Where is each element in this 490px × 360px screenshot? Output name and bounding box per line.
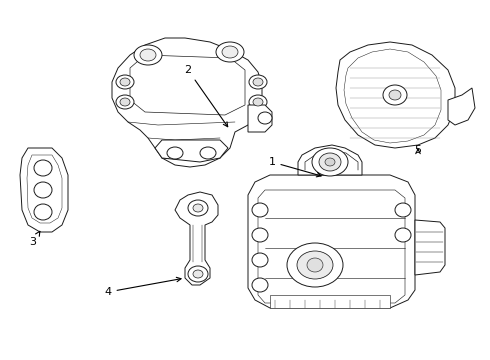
- Polygon shape: [27, 155, 62, 223]
- Polygon shape: [415, 220, 445, 275]
- Polygon shape: [336, 42, 455, 148]
- Ellipse shape: [193, 270, 203, 278]
- Polygon shape: [248, 175, 415, 308]
- Ellipse shape: [134, 45, 162, 65]
- Ellipse shape: [116, 95, 134, 109]
- Polygon shape: [270, 295, 390, 308]
- Polygon shape: [448, 88, 475, 125]
- Ellipse shape: [252, 253, 268, 267]
- Ellipse shape: [325, 158, 335, 166]
- Text: 2: 2: [184, 65, 228, 127]
- Ellipse shape: [222, 46, 238, 58]
- Ellipse shape: [200, 147, 216, 159]
- Polygon shape: [298, 145, 362, 175]
- Polygon shape: [155, 140, 228, 162]
- Ellipse shape: [307, 258, 323, 272]
- Ellipse shape: [253, 98, 263, 106]
- Polygon shape: [112, 38, 262, 167]
- Ellipse shape: [188, 200, 208, 216]
- Ellipse shape: [252, 228, 268, 242]
- Text: 3: 3: [29, 231, 40, 247]
- Polygon shape: [175, 192, 218, 285]
- Ellipse shape: [319, 153, 341, 171]
- Ellipse shape: [252, 278, 268, 292]
- Ellipse shape: [193, 204, 203, 212]
- Polygon shape: [344, 49, 441, 143]
- Ellipse shape: [34, 204, 52, 220]
- Ellipse shape: [252, 203, 268, 217]
- Text: 5: 5: [415, 145, 421, 155]
- Ellipse shape: [140, 49, 156, 61]
- Ellipse shape: [120, 98, 130, 106]
- Ellipse shape: [389, 90, 401, 100]
- Ellipse shape: [249, 75, 267, 89]
- Ellipse shape: [258, 112, 272, 124]
- Polygon shape: [258, 190, 405, 303]
- Ellipse shape: [34, 182, 52, 198]
- Ellipse shape: [395, 228, 411, 242]
- Text: 1: 1: [269, 157, 321, 177]
- Polygon shape: [20, 148, 68, 232]
- Ellipse shape: [297, 251, 333, 279]
- Ellipse shape: [188, 266, 208, 282]
- Ellipse shape: [120, 78, 130, 86]
- Ellipse shape: [287, 243, 343, 287]
- Ellipse shape: [34, 160, 52, 176]
- Ellipse shape: [116, 75, 134, 89]
- Text: 4: 4: [104, 277, 181, 297]
- Ellipse shape: [216, 42, 244, 62]
- Ellipse shape: [383, 85, 407, 105]
- Ellipse shape: [312, 148, 348, 176]
- Ellipse shape: [395, 203, 411, 217]
- Ellipse shape: [249, 95, 267, 109]
- Ellipse shape: [167, 147, 183, 159]
- Polygon shape: [248, 105, 272, 132]
- Ellipse shape: [253, 78, 263, 86]
